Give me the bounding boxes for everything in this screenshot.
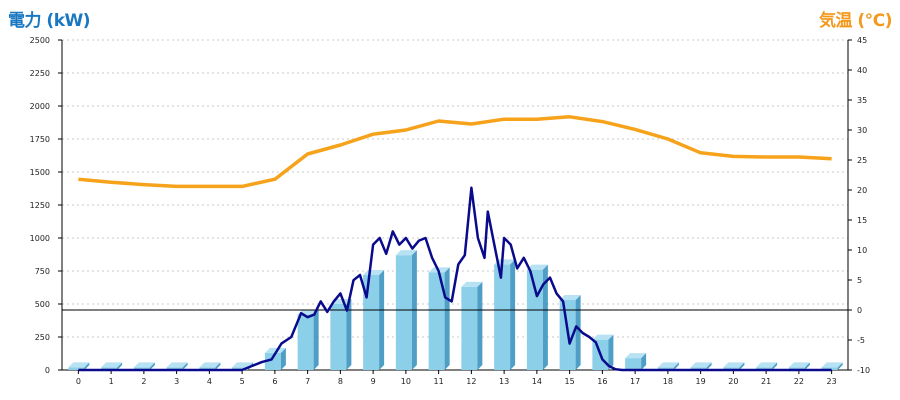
- power-bar: [330, 299, 352, 370]
- right-tick-label: 15: [857, 216, 867, 225]
- x-tick-label: 15: [565, 377, 575, 386]
- right-tick-label: 20: [857, 186, 867, 195]
- power-bar: [199, 362, 221, 370]
- power-bar: [526, 264, 548, 370]
- left-tick-label: 0: [45, 366, 50, 375]
- x-tick-label: 8: [338, 377, 343, 386]
- x-tick-label: 3: [174, 377, 179, 386]
- x-tick-label: 5: [240, 377, 245, 386]
- left-tick-label: 2500: [30, 36, 50, 45]
- x-tick-label: 6: [272, 377, 277, 386]
- x-tick-label: 20: [728, 377, 738, 386]
- power-bar: [297, 309, 319, 370]
- x-tick-label: 23: [827, 377, 837, 386]
- x-tick-label: 12: [466, 377, 476, 386]
- power-bar: [821, 362, 843, 370]
- x-tick-label: 18: [663, 377, 673, 386]
- left-tick-label: 500: [35, 300, 50, 309]
- power-bar: [461, 281, 483, 370]
- right-tick-label: 5: [857, 276, 862, 285]
- power-bar: [166, 362, 188, 370]
- x-tick-label: 4: [207, 377, 212, 386]
- right-tick-label: 0: [857, 306, 862, 315]
- power-bar: [657, 362, 679, 370]
- right-tick-label: 45: [857, 36, 867, 45]
- right-tick-label: 30: [857, 126, 867, 135]
- right-axis-title: 気温 (℃): [818, 11, 893, 31]
- x-tick-label: 19: [696, 377, 706, 386]
- x-tick-label: 7: [305, 377, 310, 386]
- x-tick-label: 16: [597, 377, 607, 386]
- right-tick-label: 10: [857, 246, 867, 255]
- right-tick-label: -10: [857, 366, 870, 375]
- x-tick-label: 21: [761, 377, 771, 386]
- right-tick-label: 25: [857, 156, 867, 165]
- power-bar: [723, 362, 745, 370]
- left-tick-label: 1500: [30, 168, 50, 177]
- power-bar: [68, 362, 90, 370]
- left-tick-label: 750: [35, 267, 50, 276]
- x-tick-label: 22: [794, 377, 804, 386]
- power-bar: [690, 362, 712, 370]
- power-line: [78, 186, 832, 372]
- power-bar: [592, 334, 614, 370]
- x-tick-label: 0: [76, 377, 81, 386]
- x-tick-label: 1: [109, 377, 114, 386]
- right-tick-label: 40: [857, 66, 867, 75]
- left-tick-label: 2250: [30, 69, 50, 78]
- power-bar: [133, 362, 155, 370]
- left-tick-label: 1750: [30, 135, 50, 144]
- right-tick-label: -5: [857, 336, 865, 345]
- x-tick-label: 9: [371, 377, 376, 386]
- right-tick-label: 35: [857, 96, 867, 105]
- x-tick-label: 10: [401, 377, 411, 386]
- power-bar: [625, 353, 647, 370]
- power-bar: [788, 362, 810, 370]
- power-bar: [101, 362, 123, 370]
- x-tick-label: 17: [630, 377, 640, 386]
- power-bar: [363, 269, 385, 370]
- left-tick-label: 250: [35, 333, 50, 342]
- x-tick-label: 14: [532, 377, 542, 386]
- temperature-line: [78, 115, 832, 189]
- x-tick-label: 13: [499, 377, 509, 386]
- left-tick-label: 2000: [30, 102, 50, 111]
- x-tick-label: 2: [141, 377, 146, 386]
- left-axis-title: 電力 (kW): [8, 11, 91, 31]
- power-bar: [494, 259, 516, 370]
- x-tick-label: 11: [434, 377, 444, 386]
- power-bar: [428, 267, 450, 370]
- power-bar: [264, 347, 286, 370]
- left-tick-label: 1250: [30, 201, 50, 210]
- power-bar: [756, 362, 778, 370]
- left-tick-label: 1000: [30, 234, 50, 243]
